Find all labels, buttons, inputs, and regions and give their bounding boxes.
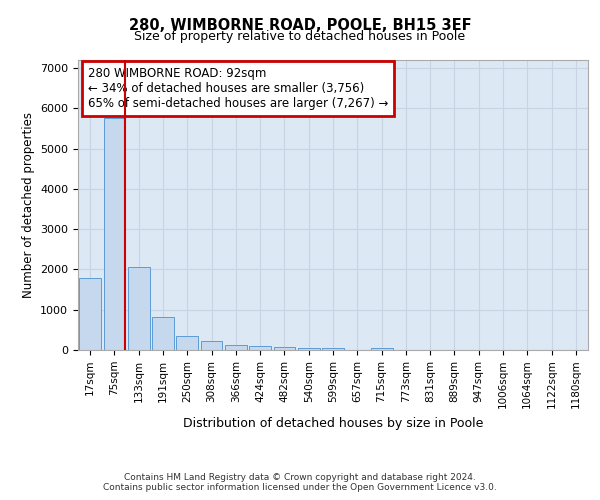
Bar [322,348,344,350]
Bar [298,348,320,350]
Bar [249,346,271,350]
X-axis label: Distribution of detached houses by size in Poole: Distribution of detached houses by size … [183,417,483,430]
Bar [104,118,125,350]
Bar [225,345,247,350]
Bar [200,341,223,350]
Bar [176,336,198,350]
Bar [371,348,392,350]
Bar [152,317,174,350]
Text: Contains HM Land Registry data © Crown copyright and database right 2024.: Contains HM Land Registry data © Crown c… [124,472,476,482]
Text: 280 WIMBORNE ROAD: 92sqm
← 34% of detached houses are smaller (3,756)
65% of sem: 280 WIMBORNE ROAD: 92sqm ← 34% of detach… [88,67,389,110]
Y-axis label: Number of detached properties: Number of detached properties [22,112,35,298]
Bar [128,267,149,350]
Text: Contains public sector information licensed under the Open Government Licence v3: Contains public sector information licen… [103,482,497,492]
Text: Size of property relative to detached houses in Poole: Size of property relative to detached ho… [134,30,466,43]
Bar [79,278,101,350]
Bar [274,347,295,350]
Text: 280, WIMBORNE ROAD, POOLE, BH15 3EF: 280, WIMBORNE ROAD, POOLE, BH15 3EF [128,18,472,32]
